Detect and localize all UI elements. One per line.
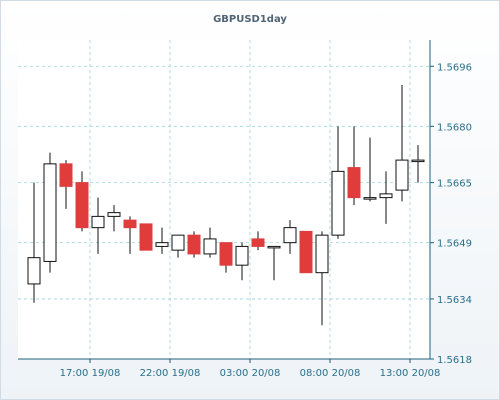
candle-up <box>155 227 169 254</box>
x-tick-label: 03:00 20/08 <box>220 368 281 379</box>
candle-down <box>75 171 89 232</box>
candle-body <box>283 227 297 244</box>
candle-down <box>219 242 233 273</box>
candle-down <box>251 231 265 251</box>
candle-down <box>59 160 73 209</box>
candle-down <box>347 126 361 206</box>
candle-up <box>315 231 329 326</box>
x-tick-label: 13:00 20/08 <box>380 368 441 379</box>
candle-down <box>139 223 153 251</box>
candle-body <box>123 219 137 229</box>
candle-body <box>267 245 281 249</box>
chart-title: GBPUSD1day <box>213 14 287 25</box>
candle-up <box>27 182 41 303</box>
y-tick-label: 1.5618 <box>437 355 472 366</box>
candle-body <box>107 212 121 217</box>
candle-body <box>251 238 265 247</box>
candle-down <box>187 231 201 258</box>
candle-body <box>171 234 185 251</box>
candle-body <box>43 163 57 262</box>
y-tick-label: 1.5680 <box>437 122 472 133</box>
candle-body <box>155 242 169 247</box>
x-axis-ticks: 17:00 19/08 22:00 19/08 03:00 20/08 08:00 2… <box>60 359 441 379</box>
candles <box>27 85 425 326</box>
candle-up <box>283 220 297 254</box>
y-tick-label: 1.5665 <box>437 179 472 190</box>
candle-body <box>139 223 153 251</box>
candle-body <box>91 215 105 229</box>
candle-up <box>171 234 185 258</box>
candle-up <box>395 85 409 202</box>
x-tick-label: 08:00 20/08 <box>300 368 361 379</box>
candle-body <box>75 182 89 229</box>
candle-body <box>411 159 425 163</box>
candle-up <box>379 171 393 224</box>
y-tick-label: 1.5634 <box>437 295 472 306</box>
candle-down <box>123 216 137 254</box>
candle-body <box>299 230 313 274</box>
x-tick-label: 22:00 19/08 <box>140 368 201 379</box>
candle-up <box>411 145 425 183</box>
candle-down <box>299 230 313 274</box>
candle-body <box>395 159 409 191</box>
candle-body <box>27 257 41 285</box>
x-tick-label: 17:00 19/08 <box>60 368 121 379</box>
candle-up <box>363 137 377 202</box>
candle-body <box>379 193 393 199</box>
candle-body <box>235 245 249 266</box>
grid-lines <box>18 40 430 359</box>
candle-body <box>59 163 73 187</box>
candle-up <box>203 227 217 258</box>
candle-body <box>347 167 361 199</box>
candle-up <box>235 242 249 281</box>
candle-up <box>107 205 121 232</box>
candle-body <box>187 234 201 255</box>
candle-up <box>43 152 57 273</box>
candle-body <box>363 197 377 200</box>
candle-body <box>315 234 329 274</box>
axes <box>18 40 431 360</box>
candle-up <box>267 245 281 281</box>
y-tick-label: 1.5649 <box>437 239 472 250</box>
candle-body <box>203 238 217 255</box>
y-tick-label: 1.5696 <box>437 62 472 73</box>
candle-up <box>91 197 105 254</box>
candle-body <box>331 170 345 236</box>
candle-body <box>219 242 233 266</box>
y-axis-ticks: 1.5618 1.5634 1.5649 1.5665 1.5680 1.5696 <box>430 62 472 366</box>
candle-up <box>331 126 345 239</box>
